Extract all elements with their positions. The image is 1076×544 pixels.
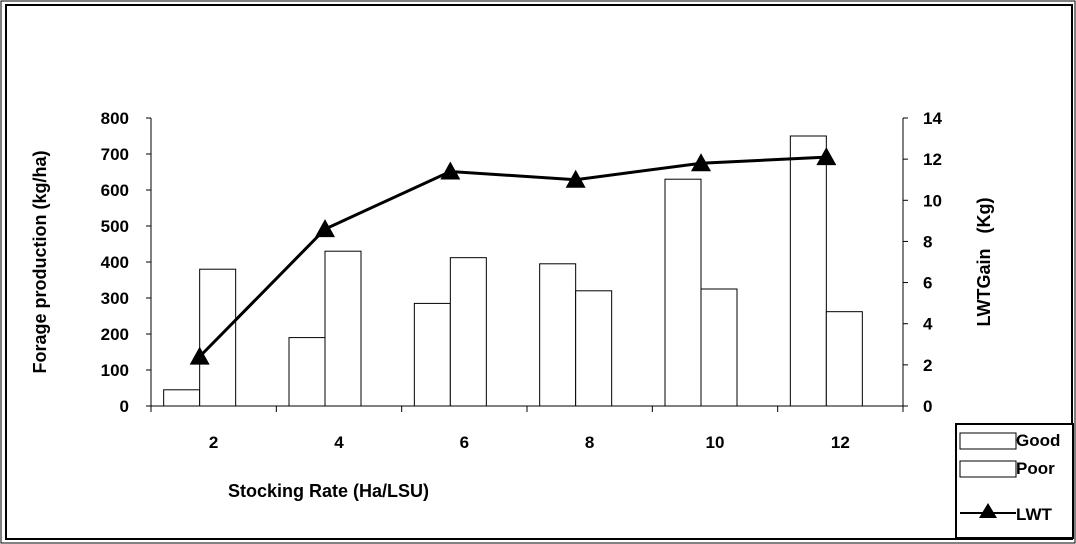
y-tick-label-left: 200: [101, 325, 129, 344]
legend-swatch-poor: [959, 460, 1017, 478]
y-tick-label-right: 0: [923, 397, 932, 416]
y-tick-label-right: 12: [923, 150, 942, 169]
y-tick-label-right: 14: [923, 109, 942, 128]
bar-good-6: [413, 302, 451, 407]
y-tick-label-right: 6: [923, 274, 932, 293]
ticks-group: 0 100 200 300 400 500 600 700 800 0 2 4 6 8 10 12 14 2 4 6 8…: [101, 109, 943, 452]
x-tick-label: 12: [831, 433, 850, 452]
lwt-marker-12: [816, 147, 837, 166]
legend-marker-lwt: [979, 503, 997, 518]
bar-good-10: [664, 178, 702, 407]
y-tick-label-left: 0: [120, 397, 129, 416]
legend-label-poor: Poor: [1016, 459, 1055, 478]
bar-good-12: [789, 135, 827, 407]
x-axis-title: Stocking Rate (Ha/LSU): [228, 481, 429, 501]
lwt-marker-10: [691, 153, 711, 172]
lwt-marker-6: [440, 161, 461, 180]
y-tick-label-right: 10: [923, 191, 942, 210]
chart-area-border: [5, 4, 1073, 540]
lwt-series-line: [198, 155, 827, 358]
x-tick-label: 10: [706, 433, 725, 452]
bar-poor-8: [575, 290, 613, 407]
y-tick-label-left: 800: [101, 109, 129, 128]
y-tick-label-left: 400: [101, 253, 129, 272]
bar-good-8: [539, 263, 577, 407]
x-tick-label: 6: [460, 433, 469, 452]
bar-poor-12: [825, 311, 863, 407]
x-tick-label: 8: [585, 433, 594, 452]
lwt-line-group: [189, 147, 837, 365]
bar-good-2: [163, 389, 201, 407]
y-axis-title-left: Forage production (kg/ha): [30, 150, 50, 373]
y-tick-label-left: 100: [101, 361, 129, 380]
legend-label-good: Good: [1016, 431, 1060, 450]
x-tick-label: 2: [209, 433, 218, 452]
y-tick-label-left: 300: [101, 289, 129, 308]
y-tick-label-right: 4: [923, 315, 933, 334]
bar-poor-10: [700, 288, 738, 407]
bar-good-4: [288, 337, 326, 407]
lwt-marker-8: [565, 169, 586, 188]
legend-swatch-good: [959, 432, 1017, 450]
legend: Good Poor LWT: [955, 423, 1074, 539]
lwt-marker-2: [189, 346, 210, 365]
bar-poor-4: [324, 250, 362, 407]
y-axis-title-right: LWTGain (Kg): [974, 198, 994, 327]
x-tick-label: 4: [334, 433, 344, 452]
lwt-marker-4: [315, 219, 335, 238]
bar-poor-6: [449, 257, 487, 407]
legend-label-lwt: LWT: [1016, 505, 1052, 524]
bars-group: [163, 135, 863, 407]
y-tick-label-right: 2: [923, 356, 932, 375]
y-tick-label-left: 700: [101, 145, 129, 164]
y-tick-label-right: 8: [923, 232, 932, 251]
y-tick-label-left: 600: [101, 181, 129, 200]
y-tick-label-left: 500: [101, 217, 129, 236]
